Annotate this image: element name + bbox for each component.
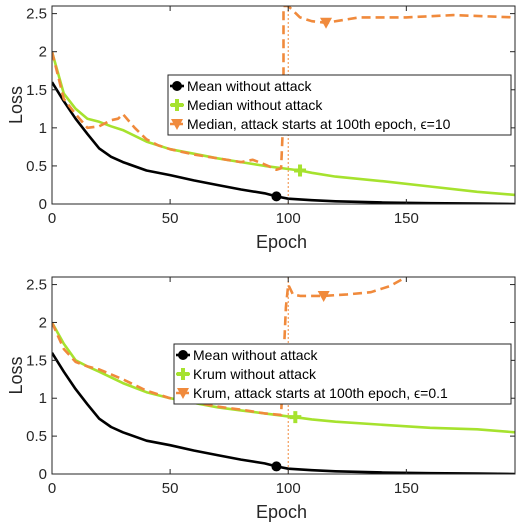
y-axis-label: Loss bbox=[6, 356, 26, 394]
y-tick-label: 2 bbox=[39, 44, 47, 61]
x-tick-label: 50 bbox=[162, 210, 179, 227]
series-marker-1 bbox=[294, 164, 307, 177]
series-marker-0 bbox=[271, 461, 282, 472]
y-tick-label: 1.5 bbox=[26, 82, 47, 99]
y-tick-label: 0.5 bbox=[26, 158, 47, 175]
axes-box bbox=[51, 276, 516, 475]
series-marker-2 bbox=[320, 17, 333, 29]
series-line-2 bbox=[52, 277, 407, 417]
chart-top: 0 50 100 150 0 0.5 1 1.5 2 2.5 Epoch Loss Mean witho… bbox=[6, 5, 516, 252]
series-marker-0 bbox=[271, 191, 282, 202]
axes-box bbox=[51, 5, 516, 205]
legend-label-0: Mean without attack bbox=[193, 347, 319, 363]
series-line-0 bbox=[52, 352, 515, 474]
legend-marker-1 bbox=[171, 99, 183, 111]
legend-marker-2 bbox=[177, 388, 189, 399]
legend: Mean without attack Krum without attack Kr… bbox=[173, 343, 512, 405]
y-axis-label: Loss bbox=[6, 86, 26, 124]
y-tick-label: 0 bbox=[39, 466, 47, 483]
legend-label-1: Krum without attack bbox=[193, 366, 317, 382]
series-line-2 bbox=[52, 6, 515, 171]
series-marker-2 bbox=[317, 290, 330, 302]
y-tick-label: 2.5 bbox=[26, 277, 47, 294]
x-tick-label: 150 bbox=[394, 210, 419, 227]
legend-marker-1 bbox=[177, 368, 189, 380]
x-axis-label: Epoch bbox=[256, 502, 307, 522]
series-group bbox=[52, 277, 515, 474]
legend-marker-2 bbox=[171, 119, 183, 130]
legend-marker-0 bbox=[178, 350, 188, 360]
x-tick-label: 150 bbox=[394, 480, 419, 497]
legend: Mean without attack Median without attack… bbox=[167, 74, 512, 136]
y-tick-label: 1.5 bbox=[26, 352, 47, 369]
x-tick-label: 0 bbox=[48, 210, 56, 227]
x-tick-label: 100 bbox=[276, 480, 301, 497]
legend-marker-0 bbox=[172, 81, 182, 91]
y-tick-label: 2 bbox=[39, 314, 47, 331]
y-tick-label: 0.5 bbox=[26, 428, 47, 445]
series-line-0 bbox=[52, 81, 515, 204]
x-tick-label: 0 bbox=[48, 480, 56, 497]
y-tick-label: 0 bbox=[39, 196, 47, 213]
legend-box bbox=[167, 74, 512, 136]
series-marker-1 bbox=[289, 411, 302, 424]
series-line-1 bbox=[52, 51, 515, 197]
x-axis-label: Epoch bbox=[256, 232, 307, 252]
x-tick-label: 50 bbox=[162, 480, 179, 497]
legend-label-2: Krum, attack starts at 100th epoch, ϵ=0.… bbox=[193, 385, 448, 401]
legend-label-1: Median without attack bbox=[187, 97, 323, 113]
legend-box bbox=[173, 343, 512, 405]
y-tick-label: 1 bbox=[39, 120, 47, 137]
legend-label-0: Mean without attack bbox=[187, 78, 313, 94]
chart-bottom: 0 50 100 150 0 0.5 1 1.5 2 2.5 Epoch Loss Mean witho… bbox=[6, 276, 516, 522]
series-group bbox=[52, 6, 515, 204]
y-tick-label: 1 bbox=[39, 390, 47, 407]
x-tick-label: 100 bbox=[276, 210, 301, 227]
legend-label-2: Median, attack starts at 100th epoch, ϵ=… bbox=[187, 116, 451, 132]
y-tick-label: 2.5 bbox=[26, 6, 47, 23]
